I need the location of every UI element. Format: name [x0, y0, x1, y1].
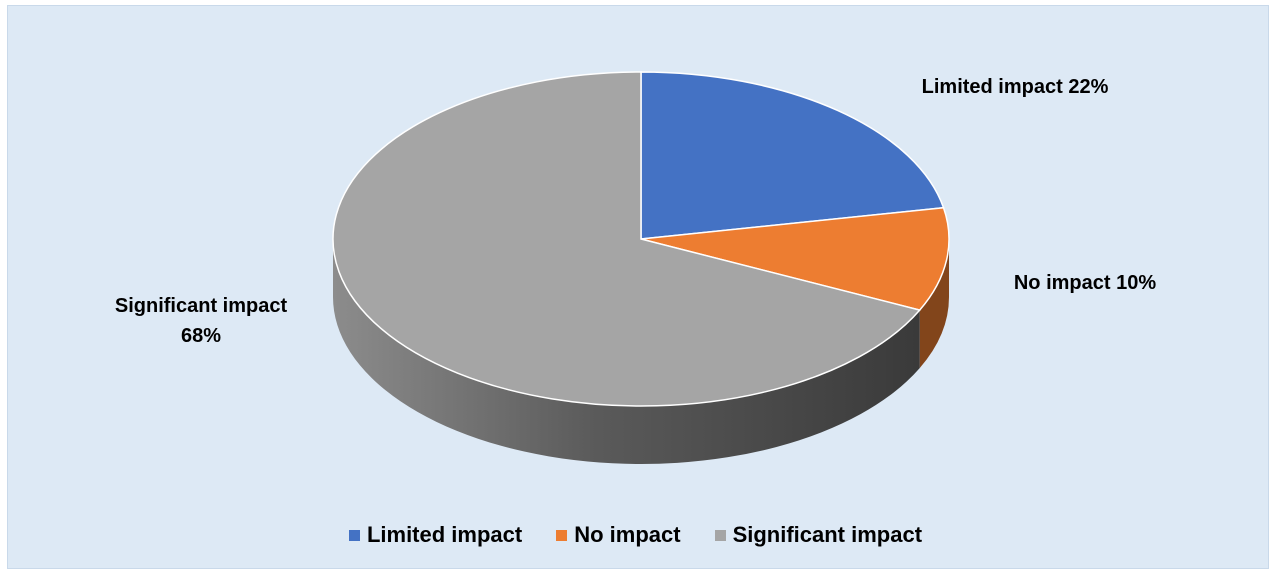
legend-label: No impact: [574, 522, 681, 547]
data-labels: Limited impact 22% No impact 10% Signifi…: [115, 76, 1156, 347]
legend: Limited impact No impact Significant imp…: [0, 520, 1271, 550]
data-label-significant-impact: Significant impact: [115, 295, 288, 317]
data-label-significant-impact-percent: 68%: [181, 325, 221, 347]
pie-slice-no-impact: [640, 206, 950, 311]
pie-slice-limited-impact: [640, 71, 945, 240]
legend-swatch: [348, 529, 360, 541]
legend-swatch: [556, 529, 568, 541]
pie-top: [332, 71, 950, 407]
legend-label: Significant impact: [732, 522, 923, 547]
pie-side: [333, 239, 949, 464]
legend-item-no-impact: No impact: [556, 522, 681, 548]
legend-swatch: [714, 529, 726, 541]
legend-item-significant-impact: Significant impact: [714, 522, 923, 548]
pie-slice-significant-impact: [332, 71, 922, 407]
data-label-no-impact: No impact 10%: [1014, 272, 1156, 294]
legend-item-limited-impact: Limited impact: [348, 522, 523, 548]
pie-side-significant-impact: [333, 239, 920, 464]
legend-label: Limited impact: [366, 522, 523, 547]
data-label-limited-impact: Limited impact 22%: [922, 76, 1109, 98]
pie-side-no-impact: [919, 239, 949, 369]
